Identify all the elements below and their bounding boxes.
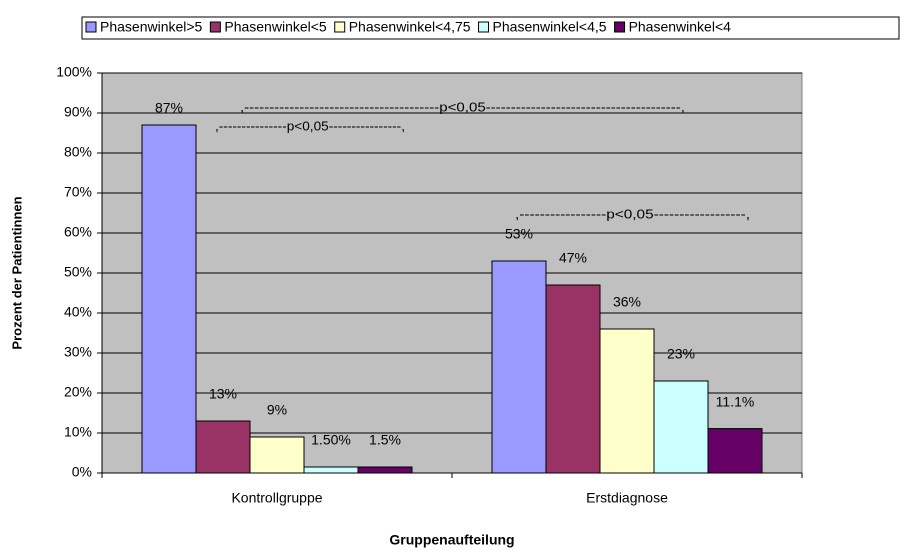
bar bbox=[249, 436, 305, 474]
y-tick-label: 0% bbox=[72, 464, 92, 480]
y-tick-label: 80% bbox=[64, 144, 92, 160]
y-tick-label: 70% bbox=[64, 184, 92, 200]
bar bbox=[491, 260, 547, 474]
x-axis-label: Gruppenaufteilung bbox=[389, 532, 514, 548]
y-tick-label: 90% bbox=[64, 104, 92, 120]
bar bbox=[707, 428, 763, 474]
bar bbox=[545, 284, 601, 474]
data-label: 53% bbox=[505, 226, 533, 242]
bar bbox=[141, 124, 197, 474]
data-label: 13% bbox=[209, 386, 237, 402]
legend-label: Phasenwinkel<4,75 bbox=[349, 19, 471, 35]
legend-swatch bbox=[85, 21, 97, 33]
legend-label: Phasenwinkel<5 bbox=[224, 19, 327, 35]
legend-box bbox=[81, 16, 900, 40]
data-label: 23% bbox=[667, 346, 695, 362]
data-label: 1.50% bbox=[311, 432, 351, 448]
data-label: 9% bbox=[267, 402, 287, 418]
legend-label: Phasenwinkel<4,5 bbox=[493, 19, 607, 35]
bar bbox=[599, 328, 655, 474]
data-label: 1.5% bbox=[369, 432, 401, 448]
y-tick-label: 50% bbox=[64, 264, 92, 280]
bar bbox=[357, 466, 413, 474]
x-tick-label: Kontrollgruppe bbox=[231, 490, 322, 506]
legend-swatch bbox=[209, 21, 221, 33]
legend-swatch bbox=[614, 21, 626, 33]
bar bbox=[653, 380, 709, 474]
annotation: ,-----------------p<0,05----------------… bbox=[515, 206, 750, 221]
x-tick-label: Erstdiagnose bbox=[586, 490, 668, 506]
y-tick-label: 20% bbox=[64, 384, 92, 400]
legend-label: Phasenwinkel<4 bbox=[629, 19, 732, 35]
data-label: 47% bbox=[559, 250, 587, 266]
y-tick-label: 40% bbox=[64, 304, 92, 320]
legend-swatch bbox=[334, 21, 346, 33]
bar bbox=[303, 466, 359, 474]
data-label: 11.1% bbox=[716, 393, 755, 409]
annotation: ,---------------------------------------… bbox=[240, 99, 685, 114]
legend-label: Phasenwinkel>5 bbox=[100, 19, 203, 35]
y-tick-label: 100% bbox=[56, 64, 92, 80]
y-axis-label: Prozent der Patientinnen bbox=[9, 196, 24, 349]
y-tick-label: 60% bbox=[64, 224, 92, 240]
y-tick-label: 30% bbox=[64, 344, 92, 360]
bar bbox=[195, 420, 251, 474]
legend-swatch bbox=[478, 21, 490, 33]
annotation: ,---------------p<0,05----------------, bbox=[215, 118, 405, 133]
data-label: 87% bbox=[155, 100, 183, 116]
y-tick-label: 10% bbox=[64, 424, 92, 440]
data-label: 36% bbox=[613, 294, 641, 310]
